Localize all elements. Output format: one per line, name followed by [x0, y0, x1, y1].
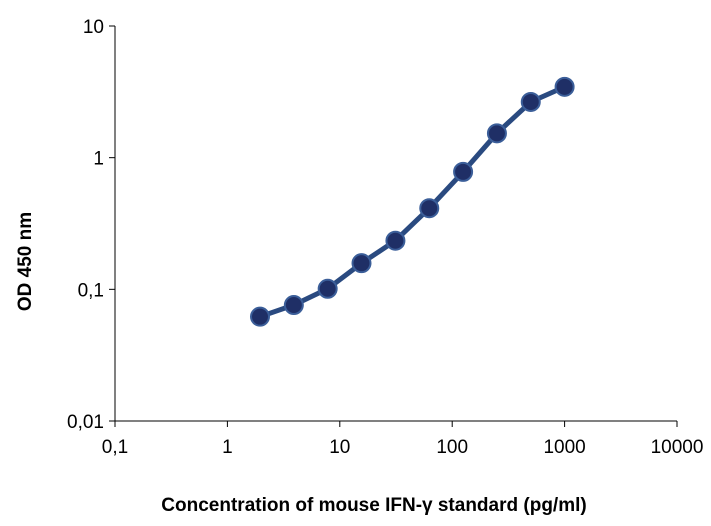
x-tick-label: 0,1 [102, 437, 128, 458]
data-point [520, 91, 541, 112]
data-point [385, 230, 406, 251]
y-tick-label: 0,1 [78, 280, 104, 301]
x-tick-label: 1000 [543, 437, 585, 458]
x-tick-label: 10 [329, 437, 350, 458]
data-point [486, 123, 507, 144]
data-point [419, 198, 440, 219]
x-tick-label: 1 [222, 437, 233, 458]
x-ticks: 0,1 1 10 100 1000 10000 [102, 421, 704, 458]
series-line [257, 84, 568, 320]
x-axis-title: Concentration of mouse IFN-γ standard (p… [161, 495, 586, 516]
data-point [351, 253, 372, 274]
axes: 0,01 0,1 1 10 0,1 1 10 100 1000 10000 [67, 17, 703, 458]
y-tick-label: 1 [93, 149, 104, 170]
data-point [453, 161, 474, 182]
y-tick-label: 0,01 [67, 412, 104, 433]
y-axis-title: OD 450 nm [15, 212, 36, 311]
data-point [283, 295, 304, 316]
y-tick-label: 10 [83, 17, 104, 38]
y-ticks: 0,01 0,1 1 10 [67, 17, 115, 433]
data-point [249, 306, 270, 327]
x-tick-label: 10000 [651, 437, 704, 458]
data-point [554, 76, 575, 97]
x-tick-label: 100 [436, 437, 468, 458]
series-layer [249, 76, 575, 327]
data-point [317, 278, 338, 299]
